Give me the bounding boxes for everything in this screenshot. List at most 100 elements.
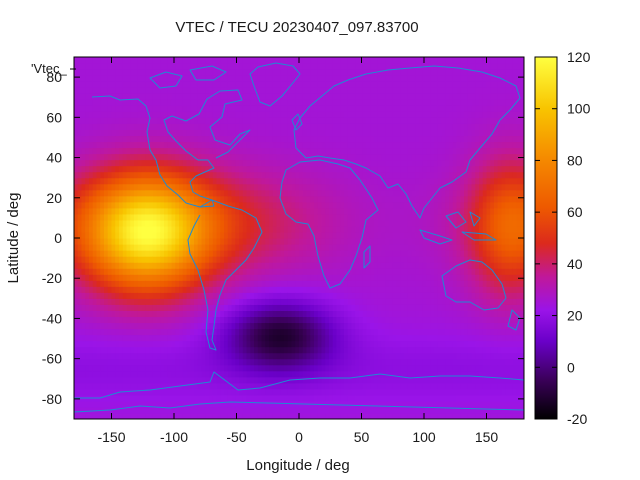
heatmap-cell bbox=[205, 286, 210, 293]
heatmap-cell bbox=[306, 322, 311, 330]
heatmap-cell bbox=[137, 316, 143, 324]
heatmap-cell bbox=[362, 274, 368, 281]
heatmap-cell bbox=[160, 165, 165, 173]
heatmap-cell bbox=[239, 292, 244, 299]
heatmap-cell bbox=[347, 352, 353, 360]
heatmap-cell bbox=[227, 412, 233, 419]
heatmap-cell bbox=[340, 87, 345, 94]
heatmap-cell bbox=[107, 292, 113, 299]
heatmap-cell bbox=[377, 298, 383, 305]
heatmap-cell bbox=[164, 328, 169, 336]
heatmap-cell bbox=[145, 280, 150, 287]
heatmap-cell bbox=[194, 280, 199, 287]
heatmap-cell bbox=[269, 129, 274, 137]
heatmap-cell bbox=[111, 358, 116, 366]
heatmap-cell bbox=[265, 256, 270, 263]
heatmap-cell bbox=[115, 394, 120, 402]
heatmap-cell bbox=[239, 364, 244, 372]
heatmap-cell bbox=[314, 213, 319, 221]
heatmap-cell bbox=[276, 219, 281, 227]
heatmap-cell bbox=[246, 256, 251, 263]
heatmap-cell bbox=[216, 346, 221, 354]
heatmap-cell bbox=[355, 213, 360, 221]
heatmap-cell bbox=[287, 274, 293, 281]
heatmap-cell bbox=[186, 346, 191, 354]
heatmap-cell bbox=[374, 129, 379, 137]
heatmap-cell bbox=[220, 135, 225, 143]
heatmap-cell bbox=[336, 292, 341, 299]
heatmap-cell bbox=[197, 63, 203, 70]
heatmap-cell bbox=[156, 81, 161, 88]
heatmap-cell bbox=[306, 406, 311, 414]
heatmap-cell bbox=[299, 153, 304, 161]
heatmap-cell bbox=[284, 171, 289, 179]
heatmap-cell bbox=[111, 159, 116, 167]
heatmap-cell bbox=[344, 135, 349, 143]
heatmap-cell bbox=[190, 99, 195, 106]
heatmap-cell bbox=[107, 394, 113, 402]
heatmap-cell bbox=[347, 286, 353, 293]
heatmap-cell bbox=[92, 111, 98, 118]
heatmap-cell bbox=[152, 352, 158, 360]
heatmap-cell bbox=[280, 394, 285, 402]
heatmap-cell bbox=[276, 183, 281, 191]
heatmap-cell bbox=[250, 225, 255, 233]
heatmap-cell bbox=[325, 334, 330, 342]
heatmap-cell bbox=[344, 286, 349, 293]
heatmap-cell bbox=[336, 213, 341, 221]
heatmap-cell bbox=[231, 153, 236, 161]
heatmap-cell bbox=[81, 322, 86, 330]
heatmap-cell bbox=[272, 129, 278, 137]
heatmap-cell bbox=[92, 268, 98, 275]
heatmap-cell bbox=[261, 105, 266, 112]
heatmap-cell bbox=[299, 280, 304, 287]
heatmap-cell bbox=[190, 328, 195, 336]
heatmap-cell bbox=[317, 370, 323, 378]
heatmap-cell bbox=[145, 328, 150, 336]
heatmap-cell bbox=[171, 153, 176, 161]
heatmap-cell bbox=[336, 310, 341, 318]
heatmap-cell bbox=[295, 93, 300, 100]
heatmap-cell bbox=[74, 57, 79, 64]
heatmap-cell bbox=[317, 87, 323, 94]
heatmap-cell bbox=[100, 141, 105, 149]
heatmap-cell bbox=[85, 370, 90, 378]
heatmap-cell bbox=[366, 183, 371, 191]
heatmap-cell bbox=[205, 69, 210, 76]
heatmap-cell bbox=[89, 219, 94, 227]
heatmap-cell bbox=[355, 412, 360, 419]
heatmap-cell bbox=[111, 400, 116, 408]
heatmap-cell bbox=[141, 274, 146, 281]
heatmap-cell bbox=[344, 165, 349, 173]
heatmap-cell bbox=[167, 244, 173, 251]
heatmap-cell bbox=[355, 123, 360, 130]
heatmap-cell bbox=[81, 195, 86, 203]
heatmap-cell bbox=[141, 195, 146, 203]
heatmap-cell bbox=[284, 382, 289, 390]
heatmap-cell bbox=[160, 262, 165, 269]
heatmap-cell bbox=[284, 400, 289, 408]
heatmap-cell bbox=[231, 225, 236, 233]
heatmap-cell bbox=[359, 93, 364, 100]
heatmap-cell bbox=[310, 358, 315, 366]
heatmap-cell bbox=[280, 93, 285, 100]
heatmap-cell bbox=[167, 147, 173, 155]
heatmap-cell bbox=[227, 394, 233, 402]
heatmap-cell bbox=[145, 165, 150, 173]
heatmap-cell bbox=[302, 213, 308, 221]
heatmap-cell bbox=[299, 177, 304, 185]
heatmap-cell bbox=[167, 250, 173, 257]
heatmap-cell bbox=[141, 141, 146, 149]
heatmap-cell bbox=[182, 75, 188, 82]
heatmap-cell bbox=[254, 159, 259, 167]
heatmap-cell bbox=[250, 262, 255, 269]
heatmap-cell bbox=[261, 406, 266, 414]
heatmap-cell bbox=[287, 117, 293, 124]
heatmap-cell bbox=[100, 129, 105, 137]
heatmap-cell bbox=[276, 63, 281, 70]
heatmap-cell bbox=[89, 183, 94, 191]
heatmap-cell bbox=[325, 165, 330, 173]
heatmap-cell bbox=[100, 75, 105, 82]
heatmap-cell bbox=[74, 195, 79, 203]
heatmap-cell bbox=[250, 129, 255, 137]
